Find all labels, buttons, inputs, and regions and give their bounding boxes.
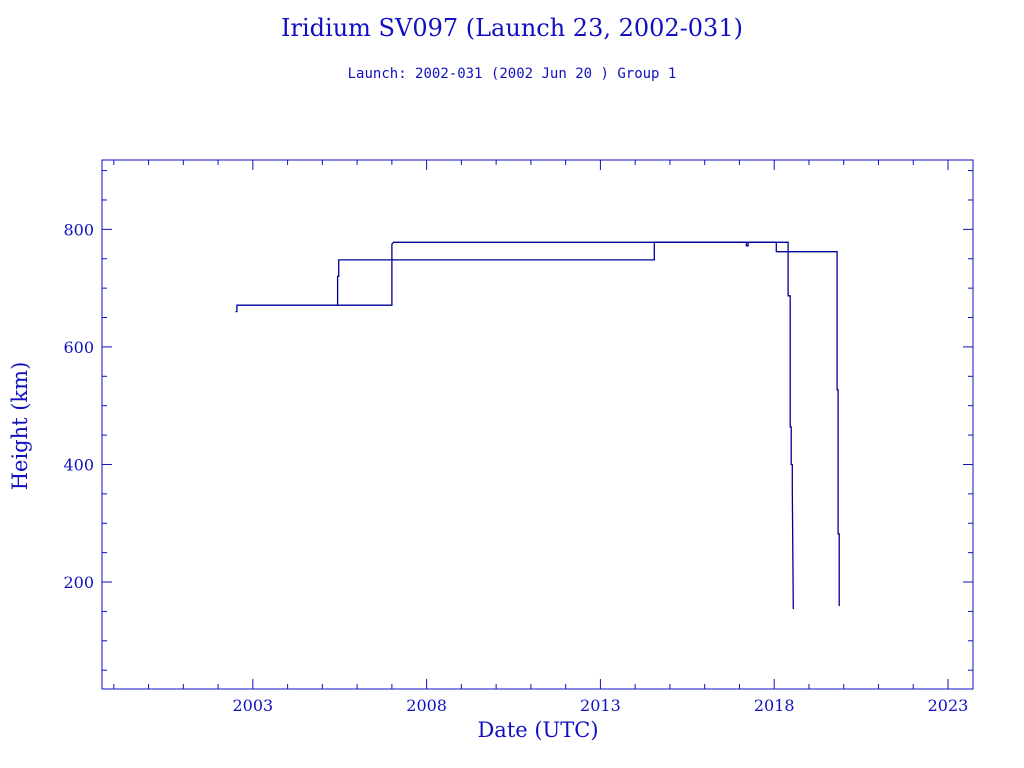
y-tick-label: 400 bbox=[63, 455, 94, 474]
y-tick-label: 200 bbox=[63, 573, 94, 592]
x-tick-label: 2003 bbox=[232, 696, 273, 715]
axis-ticks bbox=[102, 160, 973, 689]
x-tick-label: 2013 bbox=[580, 696, 621, 715]
x-tick-label: 2018 bbox=[754, 696, 795, 715]
x-axis-label: Date (UTC) bbox=[477, 718, 599, 742]
plot-frame bbox=[101, 159, 974, 690]
x-tick-label: 2008 bbox=[406, 696, 447, 715]
y-tick-label: 600 bbox=[63, 338, 94, 357]
series-line-object-1 bbox=[235, 241, 794, 610]
x-tick-label: 2023 bbox=[928, 696, 969, 715]
tick-labels: 2003 2008 2013 2018 2023 200 400 600 800 bbox=[63, 220, 968, 715]
series-line-object-2 bbox=[336, 241, 840, 607]
chart-title: Iridium SV097 (Launch 23, 2002-031) bbox=[281, 14, 743, 42]
chart-subtitle: Launch: 2002-031 (2002 Jun 20 ) Group 1 bbox=[347, 66, 677, 82]
y-tick-label: 800 bbox=[63, 220, 94, 239]
data-lines bbox=[235, 241, 840, 610]
